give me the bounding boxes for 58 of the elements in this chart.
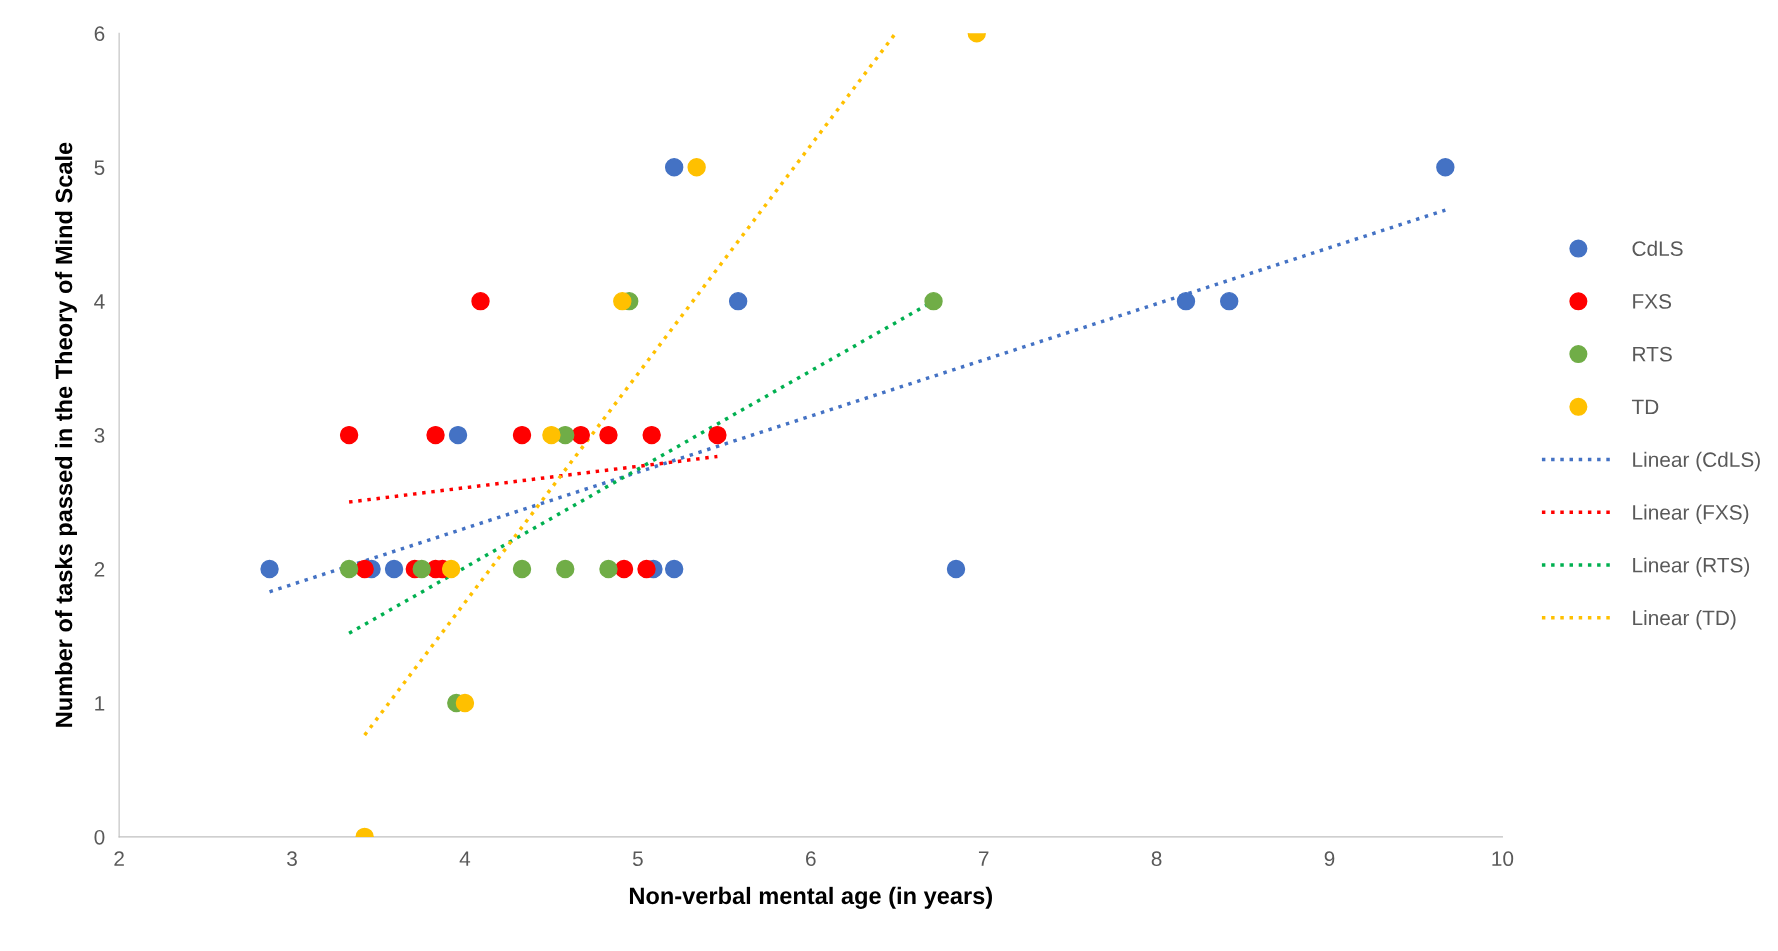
legend-label: FXS <box>1633 294 1672 309</box>
point <box>614 559 634 579</box>
point <box>512 559 532 579</box>
x-tick-label: 6 <box>806 851 816 867</box>
point <box>571 425 590 445</box>
point <box>664 158 684 177</box>
x-tick-label: 5 <box>632 851 643 867</box>
point <box>355 559 374 579</box>
point <box>556 559 575 579</box>
point <box>613 291 632 311</box>
legend-label: Linear (CdLS) <box>1633 451 1760 472</box>
point <box>441 559 461 579</box>
point <box>542 425 561 445</box>
point <box>642 425 661 445</box>
x-tick-label: 7 <box>978 851 989 866</box>
point <box>687 158 706 177</box>
y-tick-label: 0 <box>94 829 105 845</box>
point <box>384 559 404 579</box>
point <box>1436 158 1455 177</box>
x-tick-label: 10 <box>1492 851 1514 867</box>
x-tick-label: 3 <box>287 851 297 867</box>
point <box>946 559 966 579</box>
y-tick-label: 3 <box>94 428 105 443</box>
legend-label: Linear (TD) <box>1633 610 1736 630</box>
point <box>1220 291 1239 311</box>
point <box>664 559 684 579</box>
point <box>728 291 748 311</box>
point <box>708 425 727 445</box>
y-tick-label: 4 <box>94 294 105 309</box>
y-tick-label: 5 <box>94 160 105 175</box>
y-tick-label: 2 <box>94 562 105 577</box>
legend-label: Linear (FXS) <box>1633 504 1749 524</box>
y-tick-label: 1 <box>95 696 105 711</box>
legend-label: RTS <box>1633 346 1672 362</box>
point <box>339 559 359 579</box>
x-axis-title: Non-verbal mental age (in years) <box>629 886 992 909</box>
point <box>924 291 943 311</box>
x-tick-label: 9 <box>1324 851 1335 867</box>
x-tick-label: 4 <box>459 851 471 866</box>
y-axis-title: Number of tasks passed in the Theory of Mind Scale <box>54 142 77 727</box>
point <box>512 425 532 445</box>
legend-label: Linear (RTS) <box>1633 557 1750 577</box>
point <box>412 559 431 579</box>
point <box>426 425 445 445</box>
point <box>339 425 359 445</box>
legend-label: TD <box>1631 399 1659 415</box>
y-tick-label: 6 <box>94 26 105 42</box>
x-tick-label: 8 <box>1151 851 1162 867</box>
point <box>471 291 490 311</box>
point <box>599 425 618 445</box>
point <box>599 559 618 579</box>
x-tick-label: 2 <box>114 851 124 866</box>
legend-label: CdLS <box>1632 240 1683 257</box>
point <box>448 425 468 445</box>
point <box>1176 291 1196 311</box>
point <box>260 559 279 579</box>
point <box>637 559 656 579</box>
point <box>455 693 475 713</box>
